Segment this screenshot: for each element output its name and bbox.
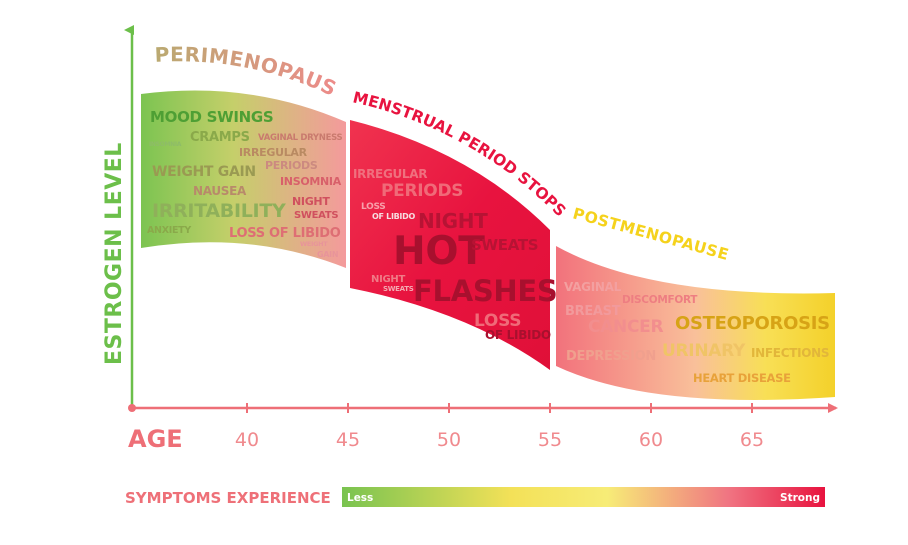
- x-tick-labels: 40 45 50 55 60 65: [235, 429, 764, 451]
- symptom-irregular-2: IRREGULAR: [353, 167, 427, 181]
- postmenopause-band: [556, 246, 835, 400]
- symptom-of-libido: OF LIBIDO: [372, 212, 415, 221]
- symptom-flashes: FLASHES: [413, 274, 558, 308]
- symptom-night: NIGHT: [292, 195, 330, 208]
- y-axis-label: ESTROGEN LEVEL: [102, 142, 127, 365]
- tick-label-45: 45: [336, 429, 360, 451]
- symptom-mood-swings: MOOD SWINGS: [150, 108, 273, 126]
- postmenopause-symptoms: VAGINAL DISCOMFORT BREAST CANCER OSTEOPO…: [564, 280, 830, 385]
- tick-label-50: 50: [437, 429, 461, 451]
- legend-gradient-bar: [342, 487, 825, 507]
- legend-title: SYMPTOMS EXPERIENCE: [125, 489, 331, 507]
- symptom-cancer: CANCER: [588, 317, 663, 337]
- symptom-night-2: NIGHT: [418, 209, 488, 233]
- legend-strong: Strong: [780, 492, 820, 504]
- symptom-anxiety: ANXIETY: [147, 225, 191, 236]
- x-tick-marks: [246, 403, 753, 413]
- symptom-sweats-2: SWEATS: [471, 236, 538, 254]
- symptom-discomfort: DISCOMFORT: [622, 294, 698, 306]
- perimenopause-band: [141, 90, 346, 268]
- symptom-nausea: NAUSEA: [193, 184, 247, 198]
- symptom-cramps: CRAMPS: [190, 130, 250, 145]
- symptom-breast: BREAST: [565, 304, 621, 319]
- symptom-sweats-small: SWEATS: [383, 285, 414, 293]
- symptom-periods-2: PERIODS: [381, 181, 463, 201]
- tick-label-65: 65: [740, 429, 764, 451]
- symptom-periods: PERIODS: [265, 159, 318, 172]
- symptom-irregular: IRREGULAR: [239, 146, 308, 159]
- symptom-weight-gain: WEIGHT GAIN: [152, 164, 256, 180]
- symptom-night-small: NIGHT: [371, 274, 405, 285]
- symptom-osteoporosis: OSTEOPOROSIS: [675, 313, 830, 334]
- symptom-urinary: URINARY: [662, 341, 746, 361]
- legend-less: Less: [347, 492, 373, 504]
- x-axis-label: AGE: [128, 425, 183, 453]
- symptom-insomnia-small: INSOMNIA: [149, 141, 182, 148]
- symptom-of-libido-2: OF LIBIDO: [485, 328, 551, 342]
- symptom-vaginal: VAGINAL: [564, 280, 622, 294]
- tick-label-40: 40: [235, 429, 259, 451]
- postmenopause-title: POSTMENOPAUSE: [571, 204, 731, 264]
- symptom-loss: LOSS: [361, 202, 385, 212]
- symptom-sweats: SWEATS: [294, 210, 338, 221]
- symptom-depression: DEPRESSION: [566, 349, 656, 364]
- symptom-gain: GAIN: [317, 250, 338, 259]
- perimenopause-symptoms: MOOD SWINGS CRAMPS VAGINAL DRYNESS INSOM…: [147, 108, 343, 259]
- symptom-irritability: IRRITABILITY: [152, 200, 286, 222]
- symptom-loss-2: LOSS: [474, 311, 521, 331]
- symptom-insomnia: INSOMNIA: [280, 175, 342, 188]
- axis-origin: [128, 404, 136, 412]
- menstrual-symptoms: IRREGULAR PERIODS LOSS OF LIBIDO NIGHT H…: [353, 167, 558, 342]
- tick-label-55: 55: [538, 429, 562, 451]
- symptom-vaginal-dryness: VAGINAL DRYNESS: [258, 133, 343, 143]
- symptom-loss-of-libido: LOSS OF LIBIDO: [229, 226, 341, 241]
- symptom-infections: INFECTIONS: [751, 346, 829, 360]
- tick-label-60: 60: [639, 429, 663, 451]
- perimenopause-title: PERIMENOPAUSE: [0, 0, 340, 101]
- symptom-hot: HOT: [393, 229, 485, 274]
- symptom-weight: WEIGHT: [300, 240, 328, 248]
- menstrual-stop-band: [350, 120, 550, 370]
- symptom-heart-disease: HEART DISEASE: [693, 371, 791, 385]
